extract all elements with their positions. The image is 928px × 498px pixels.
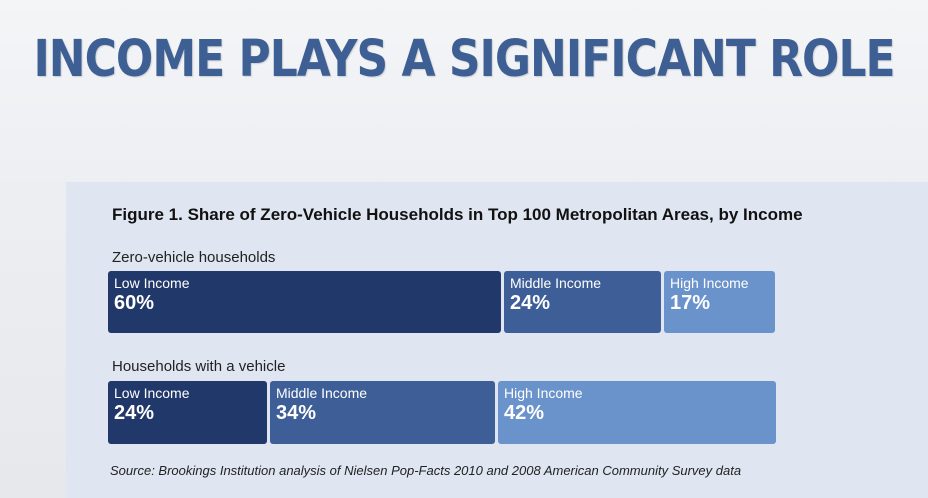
slide-title: INCOME PLAYS A SIGNIFICANT ROLE: [33, 30, 895, 89]
figure-title: Figure 1. Share of Zero-Vehicle Househol…: [112, 205, 803, 224]
bar-series-label: Middle Income: [276, 385, 368, 401]
bar-zero-vehicle-high-income: High Income 17%: [664, 271, 775, 333]
bar-row-with-vehicle: Low Income 24% Middle Income 34% High In…: [108, 381, 776, 444]
bar-value-label: 24%: [114, 402, 155, 424]
group-label-with-vehicle: Households with a vehicle: [112, 358, 286, 375]
bar-zero-vehicle-middle-income: Middle Income 24%: [504, 271, 661, 333]
bar-series-label: High Income: [670, 275, 749, 291]
bar-series-label: High Income: [504, 385, 583, 401]
chart-source-note: Source: Brookings Institution analysis o…: [110, 463, 742, 478]
bar-value-label: 34%: [276, 402, 317, 424]
bar-series-label: Middle Income: [510, 275, 602, 291]
bar-series-label: Low Income: [114, 385, 190, 401]
chart-panel: [66, 182, 928, 498]
bar-zero-vehicle-low-income: Low Income 60%: [108, 271, 501, 333]
bar-series-label: Low Income: [114, 275, 190, 291]
bar-value-label: 24%: [510, 292, 551, 314]
bar-value-label: 60%: [114, 292, 155, 314]
bar-with-vehicle-high-income: High Income 42%: [498, 381, 776, 444]
bar-with-vehicle-middle-income: Middle Income 34%: [270, 381, 495, 444]
bar-value-label: 42%: [504, 402, 545, 424]
group-label-zero-vehicle: Zero-vehicle households: [112, 249, 276, 266]
bar-with-vehicle-low-income: Low Income 24%: [108, 381, 267, 444]
bar-row-zero-vehicle: Low Income 60% Middle Income 24% High In…: [108, 271, 776, 333]
bar-value-label: 17%: [670, 292, 711, 314]
